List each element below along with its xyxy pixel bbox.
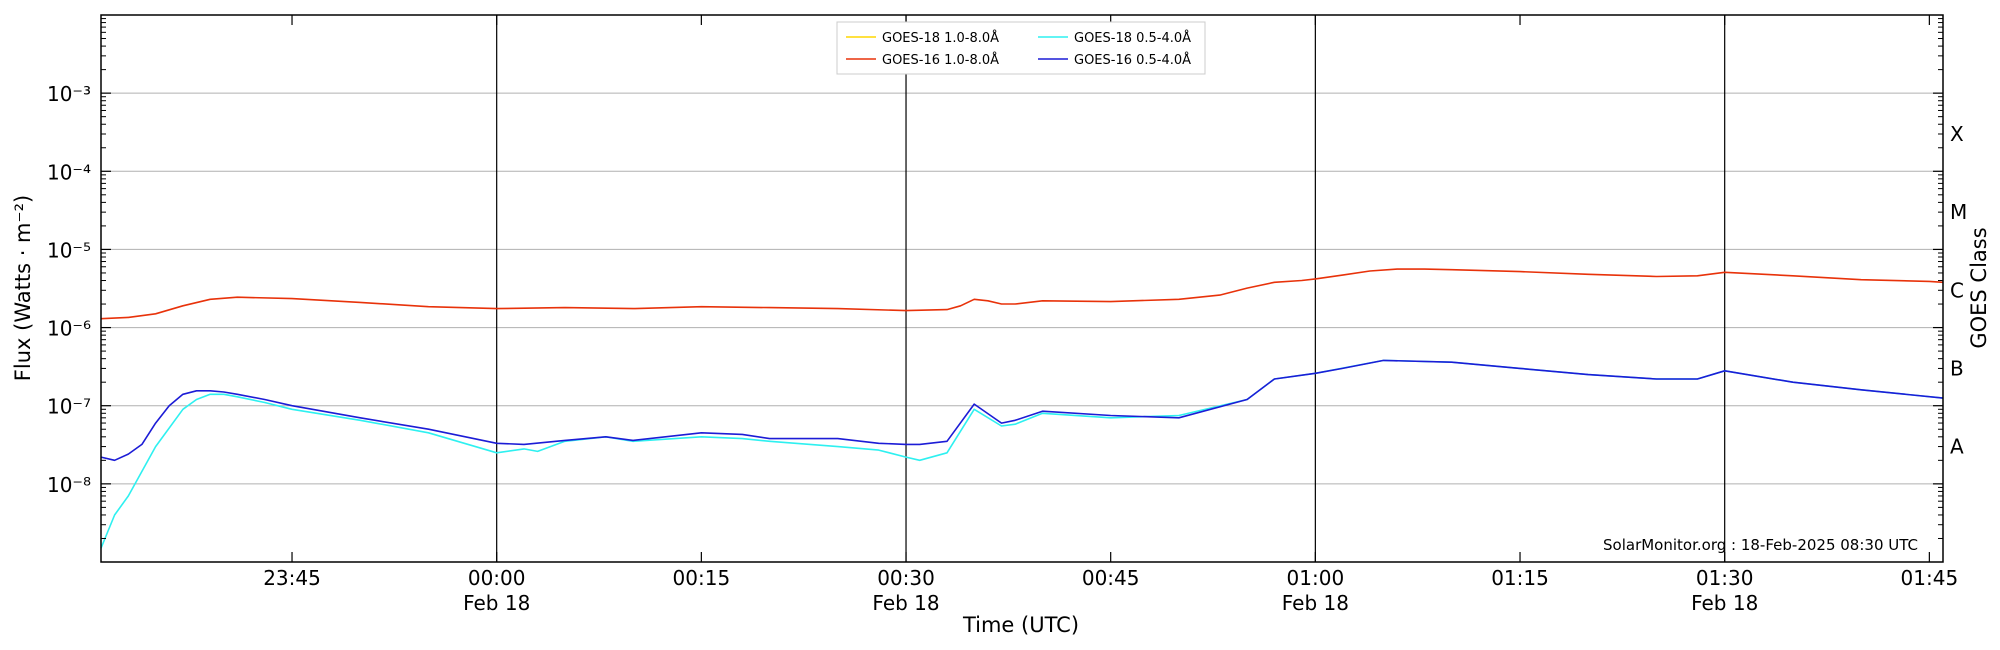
legend-label: GOES-16 1.0-8.0Å [882, 52, 999, 68]
x-tick-label: 01:00 [1287, 566, 1345, 590]
legend-label: GOES-18 0.5-4.0Å [1074, 30, 1191, 46]
goes-class-label: B [1950, 356, 1964, 380]
x-tick-sublabel: Feb 18 [1691, 591, 1758, 615]
series-line [100, 359, 1944, 462]
x-tick-label: 01:45 [1901, 566, 1959, 590]
x-tick-label: 00:15 [673, 566, 731, 590]
gridlines [101, 92, 1943, 485]
y-tick-label: 10⁻⁵ [47, 238, 91, 262]
x-tick-sublabel: Feb 18 [872, 591, 939, 615]
y-tick-label: 10⁻³ [47, 82, 91, 106]
x-tick-label: 23:45 [263, 566, 321, 590]
y-tick-label: 10⁻⁶ [47, 317, 91, 341]
x-tick-sublabel: Feb 18 [463, 591, 530, 615]
date-marker-lines [496, 15, 1726, 562]
x-axis-title: Time (UTC) [962, 613, 1079, 637]
legend-label: GOES-18 1.0-8.0Å [882, 30, 999, 46]
goes-class-labels: A B C M X [1950, 122, 1967, 459]
x-tick-label: 01:15 [1491, 566, 1549, 590]
y-tick-label: 10⁻⁸ [47, 473, 91, 497]
y-axis-ticks: 10⁻⁸ 10⁻⁷ 10⁻⁶ 10⁻⁵ 10⁻⁴ 10⁻³ [47, 18, 1943, 539]
y-tick-label: 10⁻⁷ [47, 395, 91, 419]
series-lines [100, 268, 1944, 549]
x-tick-label: 01:30 [1696, 566, 1754, 590]
goes-class-label: M [1950, 200, 1967, 224]
plot-frame [100, 14, 1944, 563]
x-tick-label: 00:00 [468, 566, 526, 590]
goes-class-label: A [1950, 435, 1964, 459]
x-tick-label: 00:30 [877, 566, 935, 590]
series-line [100, 359, 1944, 549]
watermark: SolarMonitor.org : 18-Feb-2025 08:30 UTC [1603, 536, 1918, 554]
goes-class-label: X [1950, 122, 1964, 146]
y-axis-title: Flux (Watts · m⁻²) [11, 195, 35, 381]
y-axis-right-title: GOES Class [1967, 227, 1991, 348]
legend: GOES-18 1.0-8.0Å GOES-16 1.0-8.0Å GOES-18 … [836, 21, 1206, 75]
y-tick-label: 10⁻⁴ [47, 160, 91, 184]
x-tick-sublabel: Feb 18 [1282, 591, 1349, 615]
x-tick-label: 00:45 [1082, 566, 1140, 590]
legend-box [836, 21, 1206, 75]
goes-class-label: C [1950, 278, 1964, 302]
legend-label: GOES-16 0.5-4.0Å [1074, 52, 1191, 68]
series-line [100, 268, 1944, 320]
